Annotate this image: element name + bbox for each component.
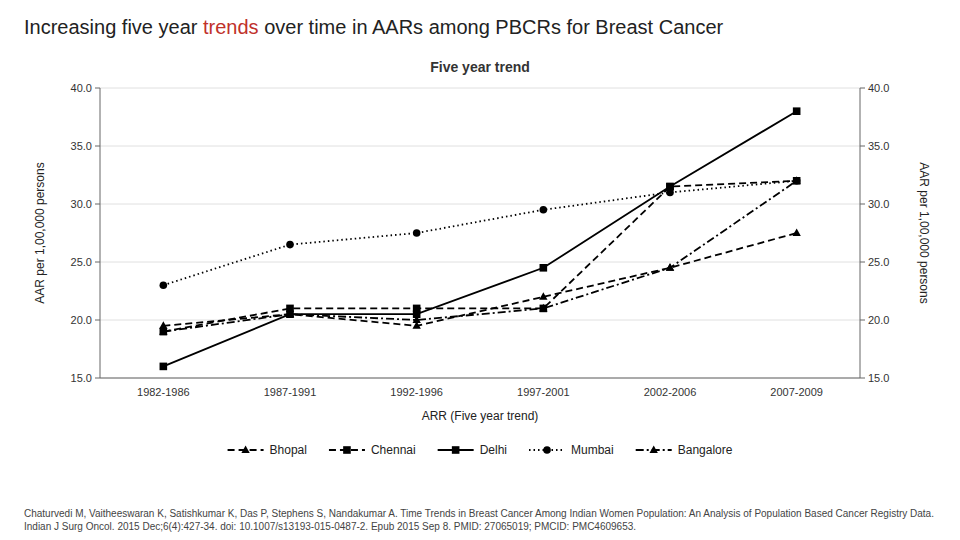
legend-item: Bhopal	[228, 443, 307, 457]
legend: Bhopal Chennai Delhi Mumbai Bangalore	[228, 443, 733, 457]
y-axis-line	[100, 88, 101, 378]
marker	[666, 263, 674, 271]
y2-tick-label: 30.0	[868, 198, 889, 210]
grid-line	[100, 146, 860, 147]
series	[159, 228, 801, 328]
marker	[666, 263, 674, 271]
legend-marker	[343, 446, 351, 454]
grid-line	[100, 262, 860, 263]
line	[163, 111, 796, 366]
marker	[286, 241, 294, 249]
subtitle: Five year trend	[430, 59, 530, 75]
y2-tick	[860, 320, 865, 321]
series	[159, 176, 801, 334]
grid	[100, 88, 860, 378]
y2-axis-line	[860, 88, 861, 378]
x-axis-line	[100, 378, 860, 379]
legend-marker	[452, 446, 460, 454]
y2-tick	[860, 204, 865, 205]
x-tick-label: 2002-2006	[644, 386, 697, 398]
marker	[286, 310, 294, 318]
citation-line: Chaturvedi M, Vaitheeswaran K, Satishkum…	[24, 508, 934, 519]
series	[160, 177, 801, 289]
marker	[793, 177, 801, 185]
y-tick-label: 30.0	[71, 198, 92, 210]
x-tick-label: 1992-1996	[390, 386, 443, 398]
legend-label: Bhopal	[270, 443, 307, 457]
legend-marker	[543, 446, 551, 454]
grid-line	[100, 88, 860, 89]
y-tick-label: 20.0	[71, 314, 92, 326]
legend-item: Chennai	[329, 443, 416, 457]
line	[163, 181, 796, 285]
y-tick	[95, 88, 100, 89]
y-tick	[95, 378, 100, 379]
y-tick	[95, 262, 100, 263]
title: Increasing five year trends over time in…	[24, 16, 724, 38]
legend-item: Bangalore	[636, 443, 733, 457]
x-axis-label: ARR (Five year trend)	[422, 409, 539, 423]
y2-tick	[860, 378, 865, 379]
y2-tick-label: 40.0	[868, 82, 889, 94]
marker	[793, 177, 801, 185]
y2-tick-label: 25.0	[868, 256, 889, 268]
legend-item: Delhi	[438, 443, 507, 457]
grid-line	[100, 378, 860, 379]
marker	[159, 327, 167, 335]
marker	[160, 281, 168, 289]
marker	[160, 363, 168, 371]
legend-label: Bangalore	[678, 443, 733, 457]
marker	[412, 315, 420, 323]
title-part: over time in AARs among PBCRs for Breast…	[259, 16, 724, 38]
marker	[539, 292, 547, 300]
marker	[792, 228, 800, 236]
y2-tick-label: 15.0	[868, 372, 889, 384]
citation-line: Indian J Surg Oncol. 2015 Dec;6(4):427-3…	[24, 521, 636, 532]
marker	[540, 264, 548, 272]
line	[163, 233, 796, 326]
x-tick-label: 2007-2009	[770, 386, 823, 398]
legend-label: Chennai	[371, 443, 416, 457]
y2-tick-label: 35.0	[868, 140, 889, 152]
citation: Chaturvedi M, Vaitheeswaran K, Satishkum…	[24, 508, 934, 532]
series	[160, 177, 801, 335]
marker	[539, 304, 547, 312]
y-axis-label: AAR per 1,00,000 persons	[33, 162, 47, 303]
marker	[666, 189, 674, 197]
y-tick	[95, 204, 100, 205]
y-tick-label: 35.0	[71, 140, 92, 152]
y2-tick	[860, 88, 865, 89]
y-tick-label: 15.0	[71, 372, 92, 384]
x-tick-label: 1982-1986	[137, 386, 190, 398]
y2-axis-label: AAR per 1,00,000 persons	[917, 162, 931, 303]
y-tick-label: 40.0	[71, 82, 92, 94]
marker	[793, 107, 801, 115]
legend-marker	[650, 445, 658, 453]
x-tick-label: 1987-1991	[264, 386, 317, 398]
line	[163, 181, 796, 332]
marker	[792, 176, 800, 184]
y2-tick	[860, 146, 865, 147]
axes: 15.0 20.0 25.0 30.0 35.0 40.0 15.0 20.0 25.0 30.0…	[71, 82, 890, 398]
y2-tick	[860, 262, 865, 263]
x-tick-label: 1997-2001	[517, 386, 570, 398]
legend-item: Mumbai	[529, 443, 614, 457]
chart: Increasing five year trends over time in…	[0, 0, 960, 540]
legend-marker	[241, 445, 249, 453]
y2-tick-label: 20.0	[868, 314, 889, 326]
y-tick	[95, 320, 100, 321]
marker	[540, 206, 548, 214]
marker	[413, 229, 421, 237]
grid-line	[100, 204, 860, 205]
y-tick-label: 25.0	[71, 256, 92, 268]
series-group	[159, 107, 801, 370]
y-tick	[95, 146, 100, 147]
title-part: trends	[203, 16, 259, 38]
legend-label: Delhi	[480, 443, 507, 457]
legend-label: Mumbai	[571, 443, 614, 457]
line	[163, 181, 796, 332]
title-part: Increasing five year	[24, 16, 203, 38]
series	[160, 107, 801, 370]
